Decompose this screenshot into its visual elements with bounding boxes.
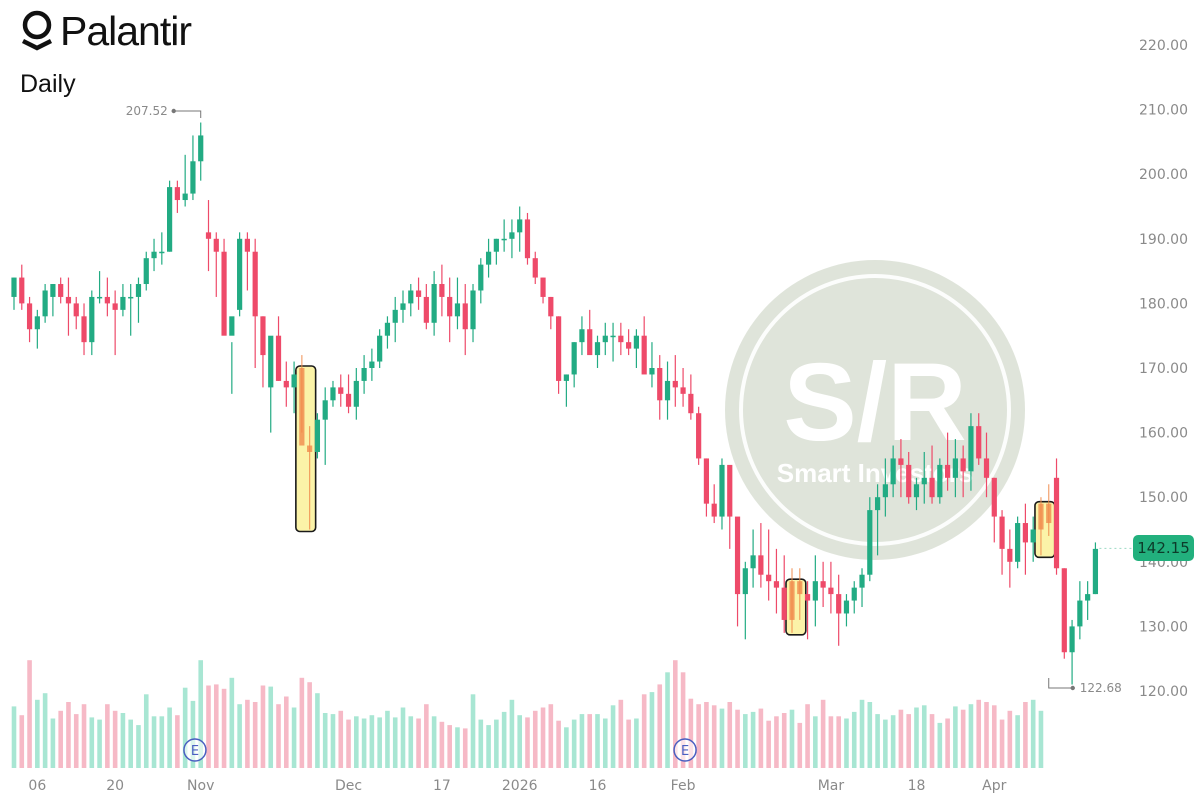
support-highlight-box [295,365,317,533]
support-highlight-box [785,578,807,636]
timeframe-label: Daily [20,70,76,98]
brand-header: Palantir [18,7,192,54]
earnings-marker[interactable]: E [183,738,207,762]
x-tick-label: 06 [28,778,46,794]
y-tick-label: 150.00 [1139,490,1188,506]
watermark-subtext: Smart Investors [777,458,974,488]
price-candles [11,122,1099,685]
brand-name: Palantir [60,7,192,54]
x-tick-label: 16 [589,778,607,794]
svg-text:E: E [191,744,199,759]
support-highlight-box [1034,500,1056,559]
svg-text:E: E [681,744,689,759]
x-tick-label: Mar [818,778,845,794]
high-annotation-label: 207.52 [126,104,168,118]
y-tick-label: 190.00 [1139,232,1188,248]
y-tick-label: 200.00 [1139,167,1188,183]
x-tick-label: 20 [106,778,124,794]
volume-bars [11,660,1044,768]
x-axis: 06 20 Nov Dec 17 2026 16 Feb Mar 18 Apr [28,778,1006,794]
high-annotation-line [173,110,202,118]
last-price-tag: 142.15 [1133,535,1194,561]
x-tick-label: Dec [335,778,362,794]
low-annotation-line [1048,678,1073,689]
earnings-marker[interactable]: E [673,738,697,762]
palantir-logo-icon [21,10,53,51]
y-tick-label: 160.00 [1139,426,1188,442]
low-annotation-label: 122.68 [1080,681,1122,695]
y-tick-label: 170.00 [1139,361,1188,377]
x-tick-label: Feb [671,778,696,794]
x-tick-label: Apr [982,778,1006,794]
y-tick-label: 210.00 [1139,103,1188,119]
y-tick-label: 130.00 [1139,619,1188,635]
x-tick-label: Nov [187,778,214,794]
y-axis: 220.00 210.00 200.00 190.00 180.00 170.00 160.… [1139,38,1188,700]
y-tick-label: 220.00 [1139,38,1188,54]
watermark-text: S/R [783,341,966,464]
y-tick-label: 120.00 [1139,684,1188,700]
y-tick-label: 180.00 [1139,296,1188,312]
x-tick-label: 18 [908,778,926,794]
x-tick-label: 2026 [502,778,538,794]
x-tick-label: 17 [433,778,451,794]
